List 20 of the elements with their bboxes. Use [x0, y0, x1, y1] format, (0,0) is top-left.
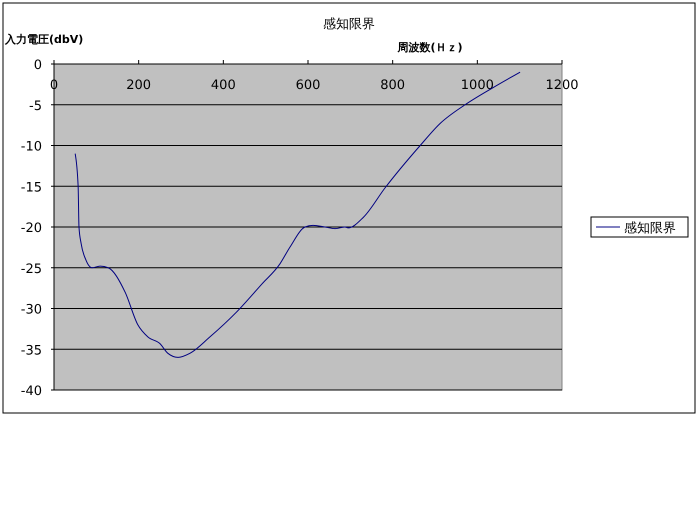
line-series — [74, 72, 521, 358]
y-tick-label: -15 — [20, 180, 42, 196]
y-tick-label: -10 — [20, 140, 42, 154]
y-tick-label: -20 — [20, 221, 42, 236]
x-tick-label: 800 — [380, 78, 406, 93]
y-axis-title: 入力電圧(dbV) — [4, 33, 84, 46]
chart-title: 感知限界 — [323, 17, 375, 32]
x-tick-label: 600 — [296, 78, 320, 93]
y-tick-label: -40 — [20, 384, 42, 399]
x-tick-label: 200 — [126, 78, 152, 93]
y-tick-label: -5 — [29, 98, 42, 114]
y-tick-label: -35 — [20, 343, 42, 358]
x-tick-label: 1000 — [460, 78, 494, 93]
y-tick-label: -25 — [20, 262, 42, 277]
x-tick-label: 400 — [210, 78, 236, 93]
y-tick-label: -30 — [20, 302, 42, 318]
x-tick-label: 1200 — [545, 78, 579, 93]
x-axis-title: 周波数(Ｈｚ) — [396, 41, 463, 54]
legend-label: 感知限界 — [624, 221, 676, 236]
y-tick-label: 0 — [34, 58, 42, 73]
